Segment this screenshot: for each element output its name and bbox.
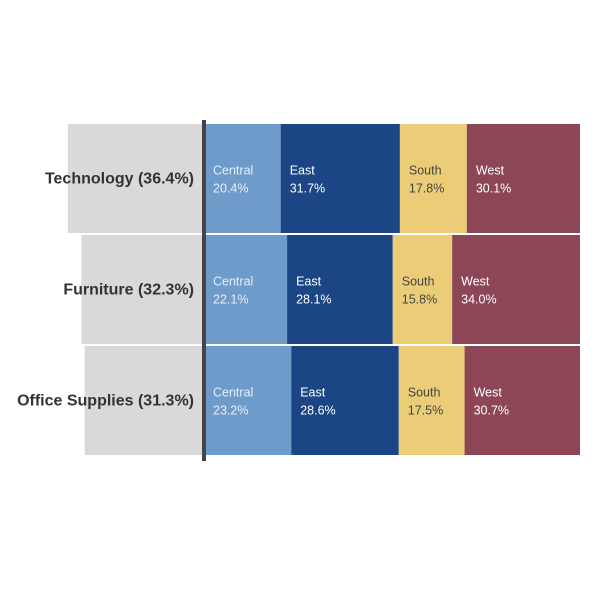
bar-segment — [464, 346, 580, 455]
segment-name-label: East — [300, 386, 326, 400]
data-label: 23.2% — [213, 404, 248, 418]
bar-segment — [392, 235, 453, 344]
segment-name-label: Central — [213, 275, 253, 289]
bar-segment — [204, 235, 288, 344]
data-label: 22.1% — [213, 293, 248, 307]
segment-name-label: West — [461, 275, 490, 289]
category-label: Technology (36.4%) — [45, 171, 194, 188]
row-backdrop — [67, 124, 204, 233]
segment-name-label: Central — [213, 164, 253, 178]
bar-segment — [204, 124, 281, 233]
data-label: 30.7% — [474, 404, 509, 418]
data-label: 17.5% — [408, 404, 443, 418]
bar-segment — [204, 346, 292, 455]
data-label: 28.1% — [296, 293, 331, 307]
bar-segment — [466, 124, 580, 233]
bar-segment — [280, 124, 400, 233]
category-label: Furniture (32.3%) — [63, 282, 194, 299]
row-backdrop — [81, 235, 204, 344]
segment-name-label: West — [476, 164, 505, 178]
bar-segment — [291, 346, 399, 455]
data-label: 17.8% — [409, 182, 444, 196]
divider-line — [202, 120, 206, 461]
bar-segment — [398, 346, 465, 455]
segment-name-label: West — [474, 386, 503, 400]
segment-name-label: South — [402, 275, 435, 289]
segment-name-label: Central — [213, 386, 253, 400]
row-backdrop — [84, 346, 204, 455]
segment-name-label: East — [290, 164, 316, 178]
data-label: 15.8% — [402, 293, 437, 307]
bar-segment — [399, 124, 467, 233]
data-label: 34.0% — [461, 293, 496, 307]
segment-name-label: East — [296, 275, 322, 289]
category-label: Office Supplies (31.3%) — [17, 393, 194, 410]
segment-name-label: South — [408, 386, 441, 400]
data-label: 31.7% — [290, 182, 325, 196]
data-label: 20.4% — [213, 182, 248, 196]
segment-name-label: South — [409, 164, 442, 178]
data-label: 28.6% — [300, 404, 335, 418]
bar-segment — [287, 235, 393, 344]
data-label: 30.1% — [476, 182, 511, 196]
bar-segment — [452, 235, 580, 344]
